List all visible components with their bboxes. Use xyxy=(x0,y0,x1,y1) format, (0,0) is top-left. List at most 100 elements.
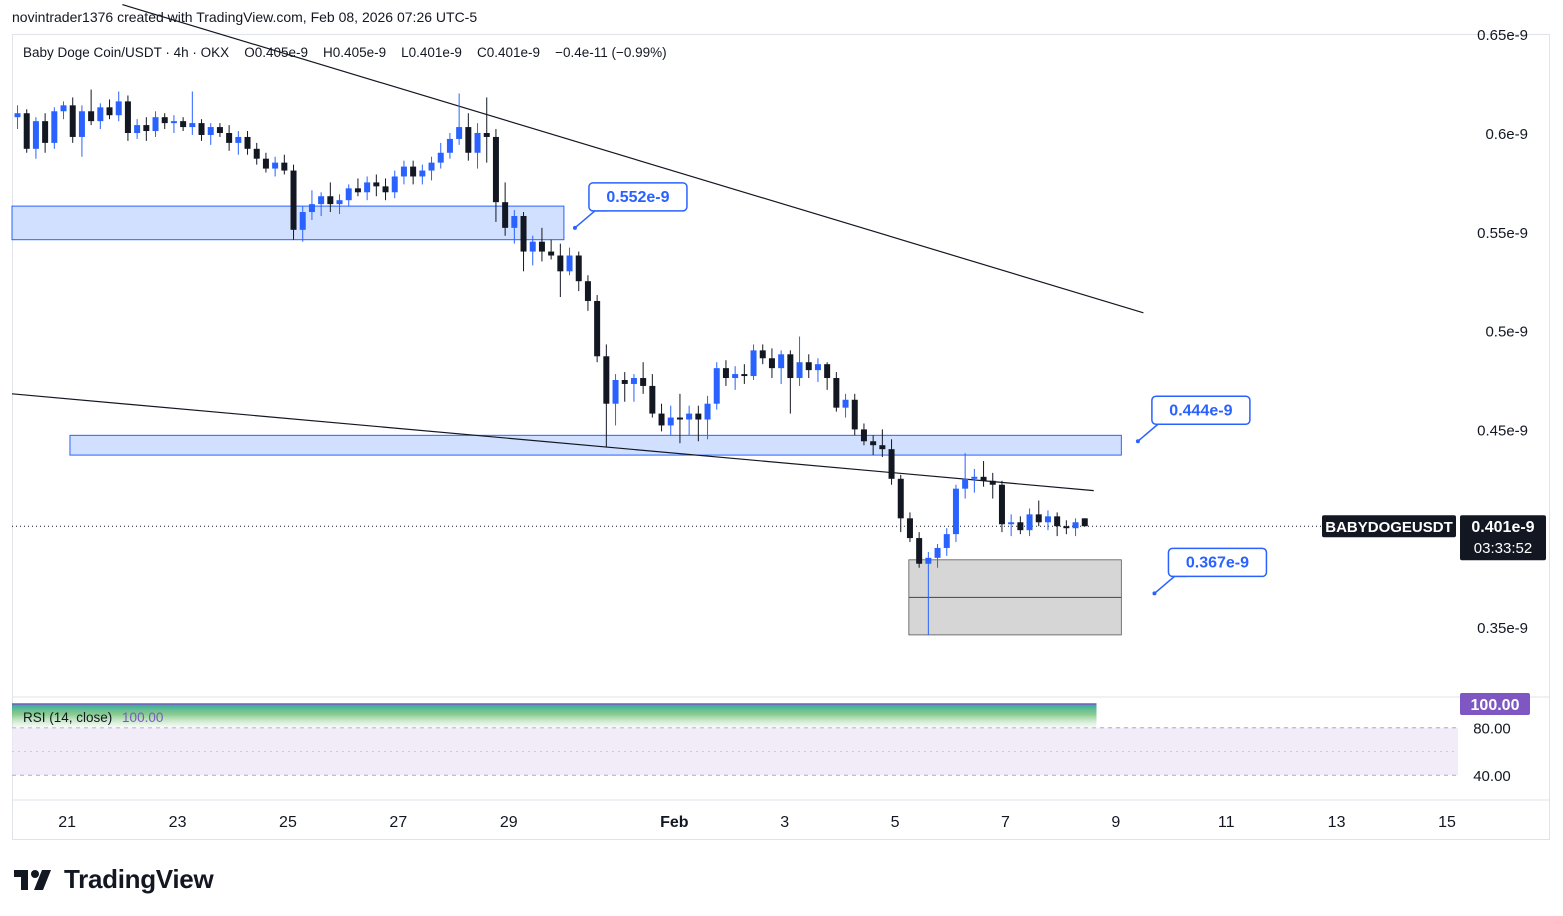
candle xyxy=(1017,516,1024,535)
candle-body xyxy=(971,476,978,479)
candle xyxy=(704,395,711,440)
x-tick-label: 15 xyxy=(1438,814,1456,831)
candle xyxy=(824,362,831,390)
candle-body xyxy=(603,356,610,404)
candle-body xyxy=(124,101,131,133)
candle xyxy=(851,393,858,436)
candle-body xyxy=(483,133,490,137)
candle-body xyxy=(1008,522,1015,525)
x-tick-label: 7 xyxy=(1001,814,1010,831)
legend-open: O0.405e-9 xyxy=(244,45,308,60)
candle xyxy=(594,295,601,363)
candle xyxy=(741,364,748,384)
candle xyxy=(971,468,978,493)
candle-body xyxy=(152,117,159,132)
candle xyxy=(14,105,21,130)
candle-body xyxy=(916,538,923,564)
candle xyxy=(419,164,426,185)
candle xyxy=(465,113,472,161)
rsi-legend[interactable]: RSI (14, close) 100.00 xyxy=(23,710,163,725)
candle xyxy=(456,93,463,145)
candle xyxy=(115,91,122,122)
candle xyxy=(870,435,877,456)
candle xyxy=(649,374,656,418)
candle xyxy=(575,251,582,292)
callout-pointer xyxy=(1137,423,1170,442)
candle xyxy=(235,131,242,155)
candle xyxy=(860,423,867,446)
candle-body xyxy=(1072,522,1079,529)
candle-body xyxy=(382,186,389,193)
candle-body xyxy=(456,127,463,139)
y-tick-label: 0.5e-9 xyxy=(1485,324,1528,341)
candle xyxy=(778,350,785,384)
y-tick-label: 0.65e-9 xyxy=(1477,27,1528,44)
candle xyxy=(768,348,775,379)
candle-body xyxy=(299,212,306,230)
candle-body xyxy=(787,354,794,379)
candle xyxy=(732,366,739,390)
symbol-legend[interactable]: Baby Doge Coin/USDT · 4h · OKX O0.405e-9… xyxy=(23,45,667,60)
candle-body xyxy=(400,166,407,177)
candle-body xyxy=(529,241,536,252)
candle-body xyxy=(235,136,242,143)
candle-body xyxy=(704,403,711,420)
candle-body xyxy=(327,196,334,205)
candle-body xyxy=(732,374,739,379)
candle-body xyxy=(428,162,435,171)
candle-body xyxy=(805,362,812,371)
trendline-1 xyxy=(11,393,1094,492)
candle xyxy=(759,344,766,365)
callout-pointer xyxy=(574,210,607,229)
candle-body xyxy=(42,121,49,143)
legend-interval: 4h xyxy=(173,45,189,60)
candle-body xyxy=(345,188,352,201)
candle xyxy=(207,123,214,145)
tradingview-logo[interactable]: TradingView xyxy=(14,864,214,895)
y-tick-label: 0.45e-9 xyxy=(1477,422,1528,439)
candle xyxy=(134,119,141,139)
candle-body xyxy=(281,162,288,171)
candle-body xyxy=(649,385,656,414)
candle xyxy=(989,472,996,499)
candle-body xyxy=(88,111,95,122)
candle-body xyxy=(198,123,205,135)
candle-body xyxy=(115,101,122,116)
candle-body xyxy=(575,255,582,282)
candle-body xyxy=(373,182,380,187)
candle-body xyxy=(833,378,840,408)
candle-body xyxy=(308,204,315,213)
candle xyxy=(308,190,315,220)
candle-body xyxy=(897,478,904,519)
candle xyxy=(189,91,196,135)
candle xyxy=(364,176,371,201)
candle-body xyxy=(759,350,766,359)
candle xyxy=(290,164,297,240)
candle xyxy=(88,89,95,126)
x-tick-label: 11 xyxy=(1218,814,1235,831)
candle-body xyxy=(1063,526,1070,529)
candle-body xyxy=(437,152,444,163)
rsi-tick-label: 80.00 xyxy=(1473,721,1511,738)
candle-body xyxy=(143,125,150,132)
candle xyxy=(713,362,720,410)
candle-body xyxy=(998,484,1005,525)
candle-body xyxy=(943,534,950,548)
y-tick-label: 0.6e-9 xyxy=(1485,126,1528,143)
candle xyxy=(244,131,251,155)
candle-body xyxy=(888,449,895,479)
candle-body xyxy=(1026,514,1033,531)
candle xyxy=(502,182,509,236)
candle xyxy=(796,336,803,386)
candle-body xyxy=(446,138,453,153)
candle xyxy=(557,243,564,298)
candle-body xyxy=(465,127,472,153)
candle-body xyxy=(667,417,674,426)
candle xyxy=(226,125,233,151)
candle-body xyxy=(814,364,821,371)
candle xyxy=(143,117,150,141)
candle-body xyxy=(161,117,168,124)
chart-frame xyxy=(12,34,1550,840)
candle-body xyxy=(244,136,251,149)
